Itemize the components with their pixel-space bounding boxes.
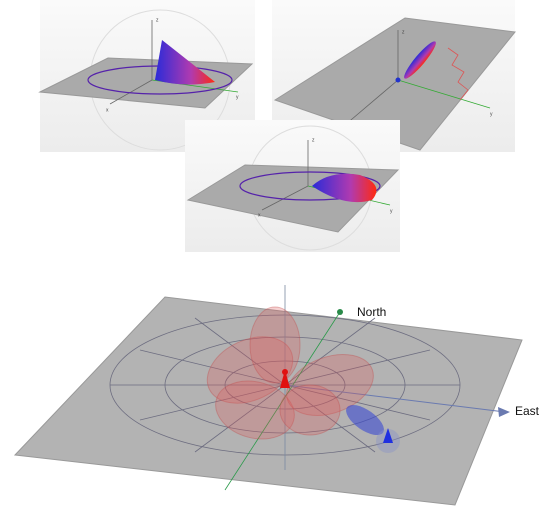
panel-3: z y x bbox=[185, 120, 400, 252]
main-scene: North East bbox=[15, 285, 540, 505]
north-label: North bbox=[357, 305, 386, 319]
east-label: East bbox=[515, 404, 540, 418]
illustration: z y x z y x z y x bbox=[0, 0, 543, 507]
